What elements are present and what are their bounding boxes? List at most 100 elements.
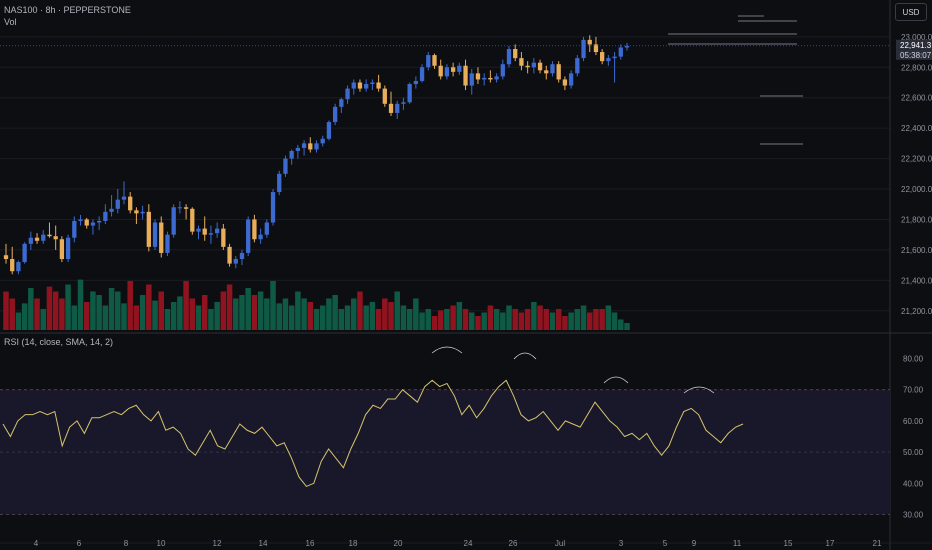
volume-bar <box>34 298 40 330</box>
volume-bar <box>500 312 506 330</box>
rsi-tick-label: 70.00 <box>903 386 924 395</box>
candle-body <box>339 99 344 107</box>
volume-bar <box>419 312 425 330</box>
volume-bar <box>493 309 500 330</box>
time-tick-label: 9 <box>692 539 697 548</box>
volume-bar <box>431 316 438 330</box>
volume-bar <box>524 309 531 330</box>
price-tick-label: 21,800.0 <box>901 215 932 224</box>
volume-bar <box>146 284 152 330</box>
volume-bar <box>319 305 326 330</box>
volume-bar <box>121 303 127 330</box>
candle-body <box>202 228 207 235</box>
candle-body <box>382 88 387 104</box>
volume-bar <box>77 279 84 330</box>
divergence-arc <box>683 386 715 394</box>
volume-bar <box>518 312 525 330</box>
candle-body <box>475 73 481 80</box>
volume-bar <box>71 305 78 330</box>
volume-bar <box>593 309 599 330</box>
candle-body <box>289 150 294 159</box>
volume-bar <box>618 319 624 330</box>
candle-body <box>332 106 338 123</box>
volume-bar <box>133 305 140 330</box>
candle-body <box>320 138 325 144</box>
volume-bar <box>139 295 146 330</box>
volume-bar <box>245 288 251 330</box>
candle-body <box>97 220 102 223</box>
volume-bar <box>3 291 9 330</box>
volume-bar <box>375 309 382 330</box>
candle-body <box>426 55 431 68</box>
volume-bar <box>96 295 102 330</box>
volume-bar <box>276 303 282 330</box>
volume-bar <box>40 309 47 330</box>
candle-body <box>457 65 462 72</box>
volume-bar <box>295 291 301 330</box>
candle-body <box>612 56 617 59</box>
volume-bar <box>425 309 432 330</box>
candle-body <box>345 88 350 100</box>
candle-body <box>587 39 592 45</box>
candle-body <box>326 122 332 139</box>
candle-body <box>469 73 474 86</box>
candle-body <box>233 259 238 264</box>
volume-bar <box>382 298 388 330</box>
volume-bar <box>394 291 400 330</box>
price-tick-label: 21,400.0 <box>901 276 932 285</box>
candle-body <box>568 73 574 86</box>
volume-bar <box>65 284 71 330</box>
volume-bar <box>301 298 307 330</box>
price-tick-label: 22,800.0 <box>901 63 932 72</box>
volume-bar <box>177 296 183 330</box>
time-tick-label: 14 <box>259 539 268 548</box>
candle-body <box>295 147 301 151</box>
current-price-box <box>896 39 932 50</box>
candle-body <box>128 196 133 211</box>
volume-bar <box>531 302 537 330</box>
candle-body <box>444 67 450 77</box>
volume-bar <box>406 309 413 330</box>
volume-bar <box>201 295 208 330</box>
volume-bar <box>456 302 463 330</box>
candle-body <box>270 192 276 223</box>
countdown-box <box>896 49 932 60</box>
candle-body <box>376 82 381 89</box>
volume-bar <box>338 309 345 330</box>
volume-bar <box>351 298 357 330</box>
candle-body <box>258 234 263 240</box>
time-tick-label: 21 <box>873 539 882 548</box>
candle-body <box>283 158 288 174</box>
volume-bar <box>605 305 612 330</box>
candle-body <box>581 39 586 59</box>
candle-body <box>41 234 46 241</box>
volume-bar <box>413 298 419 330</box>
candle-body <box>10 259 15 272</box>
symbol-title: NAS100 · 8h · PEPPERSTONE <box>4 5 131 15</box>
candle-body <box>84 219 89 226</box>
candle-body <box>364 84 369 89</box>
rsi-panel <box>0 346 890 515</box>
candle-body <box>450 67 456 72</box>
volume-bar <box>307 302 314 330</box>
time-tick-label: 18 <box>349 539 358 548</box>
volume-bar <box>363 305 369 330</box>
candle-body <box>519 58 524 66</box>
countdown-label: 05:38:07 <box>900 51 932 60</box>
time-tick-label: 3 <box>619 539 624 548</box>
volume-bar <box>462 309 469 330</box>
price-tick-label: 22,600.0 <box>901 94 932 103</box>
candle-body <box>109 208 114 212</box>
volume-bar <box>555 309 562 330</box>
price-tick-label: 21,200.0 <box>901 307 932 316</box>
candle-body <box>500 64 505 77</box>
currency-button[interactable]: USD <box>895 3 927 21</box>
time-tick-label: 4 <box>34 539 39 548</box>
volume-bar <box>115 291 121 330</box>
volume-bar <box>102 305 109 330</box>
candle-body <box>550 64 555 74</box>
volume-bar <box>46 286 53 330</box>
volume-bar <box>52 291 59 330</box>
candle-body <box>239 252 245 260</box>
